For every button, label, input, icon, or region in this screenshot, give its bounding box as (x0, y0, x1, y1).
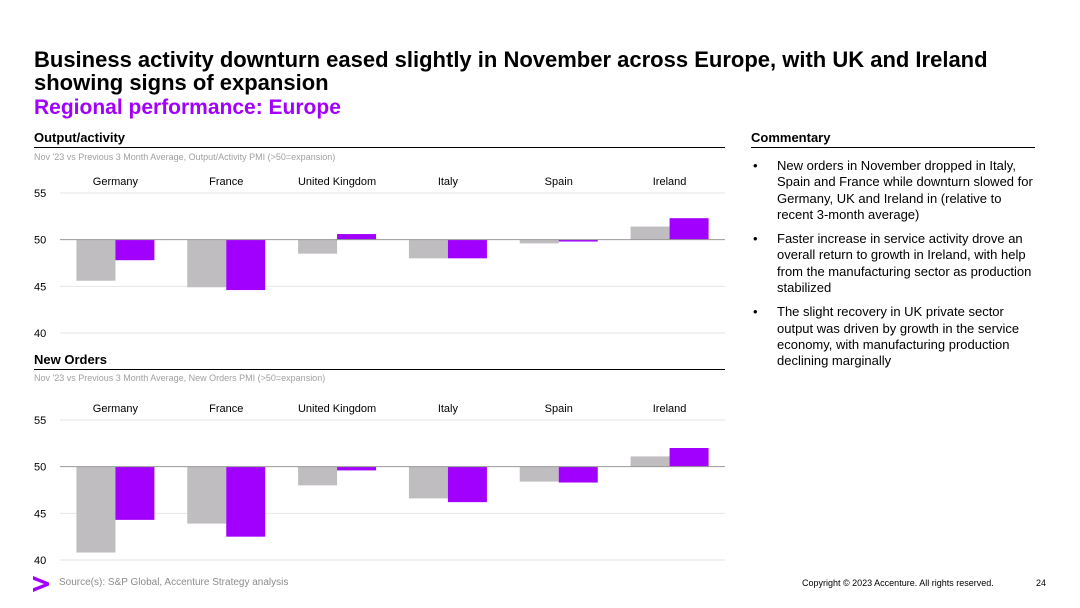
bar-nov-23 (115, 466, 155, 520)
bar-previous-avg (519, 239, 559, 244)
category-label: United Kingdom (298, 176, 376, 188)
page-subtitle: Regional performance: Europe (34, 96, 341, 119)
bar-nov-23 (558, 239, 598, 242)
bar-previous-avg (630, 226, 670, 240)
bar-nov-23 (447, 466, 487, 503)
bar-nov-23 (226, 466, 266, 537)
output-activity-heading: Output/activity (34, 130, 126, 145)
category-label: Italy (438, 176, 459, 188)
bar-nov-23 (226, 239, 266, 291)
new-orders-heading: New Orders (34, 352, 107, 367)
page-number: 24 (1036, 578, 1047, 588)
bar-previous-avg (519, 466, 559, 482)
category-label: France (209, 176, 243, 188)
bar-nov-23 (669, 448, 709, 467)
bar-previous-avg (408, 239, 448, 259)
category-label: Italy (438, 403, 459, 415)
bar-nov-23 (337, 466, 377, 471)
category-label: Ireland (653, 176, 687, 188)
copyright: Copyright © 2023 Accenture. All rights r… (802, 578, 994, 588)
y-tick-label: 45 (34, 508, 46, 520)
commentary-text: New orders in November dropped in Italy,… (777, 158, 1033, 222)
bullet-icon: • (753, 231, 758, 247)
category-label: Germany (93, 176, 139, 188)
bar-previous-avg (298, 239, 338, 254)
y-tick-label: 40 (34, 555, 46, 567)
commentary-item: • Faster increase in service activity dro… (750, 231, 1040, 296)
output-activity-rule (34, 147, 725, 148)
bullet-icon: • (753, 304, 758, 320)
bar-nov-23 (669, 218, 709, 240)
category-label: Germany (93, 403, 139, 415)
y-tick-label: 40 (34, 328, 46, 340)
commentary-rule (751, 147, 1035, 148)
bar-nov-23 (447, 239, 487, 259)
output-activity-subtitle: Nov '23 vs Previous 3 Month Average, Out… (34, 152, 336, 162)
commentary-text: Faster increase in service activity drov… (777, 231, 1032, 296)
page-title: Business activity downturn eased slightl… (34, 47, 988, 95)
bar-nov-23 (115, 239, 155, 261)
output-activity-chart: 55 50 45 40 Germany France United Kingdom Italy… (34, 176, 725, 340)
category-label: United Kingdom (298, 403, 376, 415)
commentary-item: • The slight recovery in UK private secto… (750, 304, 1040, 369)
source-note: Source(s): S&P Global, Accenture Strateg… (59, 577, 289, 588)
commentary-heading: Commentary (751, 130, 831, 145)
category-label: Ireland (653, 403, 687, 415)
y-tick-label: 50 (34, 462, 46, 474)
commentary-text: The slight recovery in UK private sector… (777, 304, 1020, 369)
commentary-item: • New orders in November dropped in Italy… (750, 158, 1040, 223)
new-orders-rule (34, 369, 725, 370)
bar-previous-avg (298, 466, 338, 486)
bar-previous-avg (76, 466, 116, 553)
category-label: Spain (545, 176, 573, 188)
bar-previous-avg (630, 456, 670, 467)
bullet-icon: • (753, 158, 758, 173)
bar-previous-avg (408, 466, 448, 499)
y-tick-label: 50 (34, 235, 46, 247)
new-orders-subtitle: Nov '23 vs Previous 3 Month Average, New… (34, 373, 326, 383)
new-orders-chart: 55 50 45 40 Germany France United Kingdom Italy… (34, 403, 725, 567)
bar-nov-23 (558, 466, 598, 483)
accenture-chevron-icon (33, 576, 49, 592)
category-label: France (209, 403, 243, 415)
commentary-list: • New orders in November dropped in Italy… (750, 158, 1040, 378)
bar-previous-avg (187, 466, 227, 524)
bar-previous-avg (76, 239, 116, 281)
y-tick-label: 55 (34, 188, 46, 200)
bar-nov-23 (337, 234, 377, 240)
bar-previous-avg (187, 239, 227, 288)
y-tick-label: 55 (34, 415, 46, 427)
category-label: Spain (545, 403, 573, 415)
y-tick-label: 45 (34, 281, 46, 293)
